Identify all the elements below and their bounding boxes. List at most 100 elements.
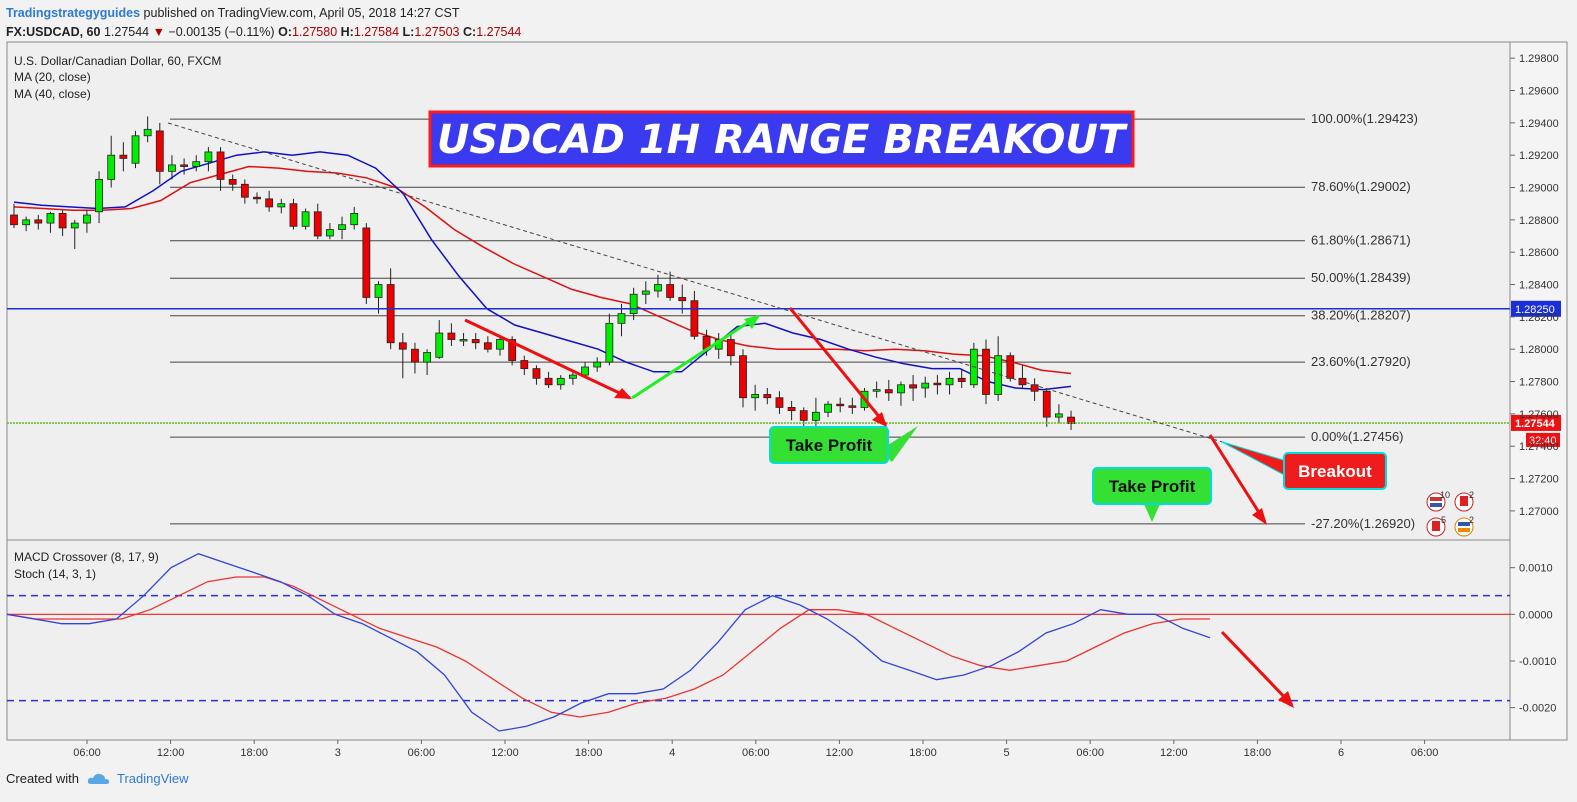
candle [799, 410, 808, 421]
take-profit-label-2[interactable]: Take Profit [1092, 467, 1212, 522]
tradingview-link[interactable]: TradingView [116, 771, 189, 786]
candles [10, 116, 1075, 431]
chart-header: Tradingstrategyguides published on Tradi… [6, 4, 521, 42]
down-arrow-icon: ▼ [152, 25, 165, 39]
indicator-pane[interactable] [6, 539, 1511, 741]
candle [593, 361, 602, 368]
ma20-line [13, 151, 1072, 391]
stoch-legend[interactable]: Stoch (14, 3, 1) [14, 567, 96, 581]
fibonacci-levels[interactable]: 100.00%(1.29423) 78.60%(1.29002) 61.80%(1.… [170, 111, 1418, 531]
candle [909, 384, 917, 389]
economic-event-icons[interactable]: 10 2 5 2 [1426, 490, 1474, 537]
candle [338, 224, 346, 230]
svg-text:10: 10 [1440, 490, 1450, 500]
time-tick-label: 18:00 [240, 747, 268, 759]
candle [581, 366, 589, 376]
candle [532, 368, 541, 379]
last-price: 1.27544 [103, 25, 150, 39]
up-arrow [631, 314, 759, 400]
down-arrow-3 [1208, 434, 1267, 523]
candle [787, 407, 796, 412]
trendline[interactable] [167, 122, 1306, 468]
candle [192, 161, 201, 167]
horizontal-lines[interactable]: 1.28250 1.27544 32:40 [7, 300, 1561, 447]
ma20-legend[interactable]: MA (20, close) [14, 70, 91, 84]
change-value: −0.00135 (−0.11%) [168, 25, 275, 39]
macd-legend[interactable]: MACD Crossover (8, 17, 9) [14, 550, 159, 564]
price-tick-label: 1.29600 [1519, 86, 1559, 98]
time-tick-label: 12:00 [1160, 747, 1188, 759]
time-tick-label: 06:00 [408, 747, 436, 759]
author-link[interactable]: Tradingstrategyguides [6, 6, 141, 20]
high-label: H: [340, 25, 354, 39]
breakout-text: Breakout [1298, 462, 1372, 481]
marked-level-label: 1.28250 [1515, 304, 1555, 316]
candle [945, 377, 954, 386]
publish-line: Tradingstrategyguides published on Tradi… [6, 4, 521, 23]
price-tick-label: 1.27000 [1519, 506, 1559, 518]
open-label: O: [278, 25, 292, 39]
candle [897, 384, 905, 394]
candle [763, 394, 772, 399]
time-tick-label: 12:00 [491, 747, 519, 759]
time-tick-label: 6 [1338, 747, 1344, 759]
marked-level-tag [1511, 300, 1561, 317]
close-value: 1.27544 [476, 25, 522, 39]
candle [872, 389, 881, 392]
candle [544, 377, 553, 386]
candle [1030, 384, 1039, 392]
price-ticks: 1.27000 1.27200 1.27400 1.27600 1.27800 1.280… [1510, 53, 1559, 518]
fib-label: 23.60%(1.27920) [1311, 354, 1411, 369]
low-value: 1.27503 [414, 25, 460, 39]
price-tick-label: 1.29200 [1519, 150, 1559, 162]
candle [253, 196, 261, 200]
title-text: USDCAD 1H RANGE BREAKOUT [437, 117, 1128, 163]
candle [58, 212, 67, 229]
candle [751, 394, 760, 399]
price-tick-label: 1.29400 [1519, 118, 1559, 130]
candle [605, 322, 614, 363]
price-axis[interactable] [1509, 41, 1568, 741]
countdown-tag [1526, 432, 1560, 447]
candle [143, 128, 152, 137]
candle [1006, 355, 1015, 379]
price-tick-label: 1.27200 [1519, 474, 1559, 486]
close-label: C: [463, 25, 477, 39]
fib-label: 100.00%(1.29423) [1311, 111, 1418, 126]
time-tick-label: 06:00 [1411, 747, 1439, 759]
candle [95, 179, 103, 213]
candle [119, 154, 128, 159]
time-tick-label: 06:00 [742, 747, 770, 759]
candle [569, 374, 577, 379]
candle [982, 348, 990, 395]
signal-line [6, 576, 1210, 718]
candle [228, 179, 237, 185]
chart-canvas[interactable]: 100.00%(1.29423) 78.60%(1.29002) 61.80%(1.… [0, 0, 1577, 770]
footer: Created with TradingView [6, 771, 189, 786]
fib-label: 38.20%(1.28207) [1311, 308, 1411, 323]
down-arrow-4 [1220, 630, 1294, 707]
symbol-label: FX:USDCAD, 60 [6, 25, 101, 39]
breakout-label[interactable]: Breakout [1221, 441, 1387, 490]
price-tick-label: 1.27400 [1519, 441, 1559, 453]
arrowhead-4 [1278, 691, 1294, 708]
candle [629, 293, 638, 315]
time-tick-label: 3 [335, 747, 341, 759]
macd-line [6, 552, 1211, 732]
take-profit-label-1[interactable]: Take Profit [769, 426, 918, 464]
candle [411, 348, 419, 363]
svg-text:5: 5 [1441, 515, 1446, 525]
countdown-label: 32:40 [1529, 435, 1557, 447]
fib-label: 50.00%(1.28439) [1311, 270, 1411, 285]
title-banner [428, 110, 1135, 168]
macd-tick-label: 0.0010 [1519, 563, 1553, 575]
current-price-label: 1.27544 [1515, 418, 1556, 430]
ma40-legend[interactable]: MA (40, close) [14, 87, 91, 101]
candle [666, 284, 674, 298]
candle [848, 405, 857, 408]
time-tick-label: 06:00 [73, 747, 101, 759]
candle [155, 130, 164, 172]
macd-tick-label: -0.0020 [1519, 703, 1556, 715]
instrument-legend[interactable]: U.S. Dollar/Canadian Dollar, 60, FXCM [14, 54, 221, 68]
candle [447, 332, 456, 340]
